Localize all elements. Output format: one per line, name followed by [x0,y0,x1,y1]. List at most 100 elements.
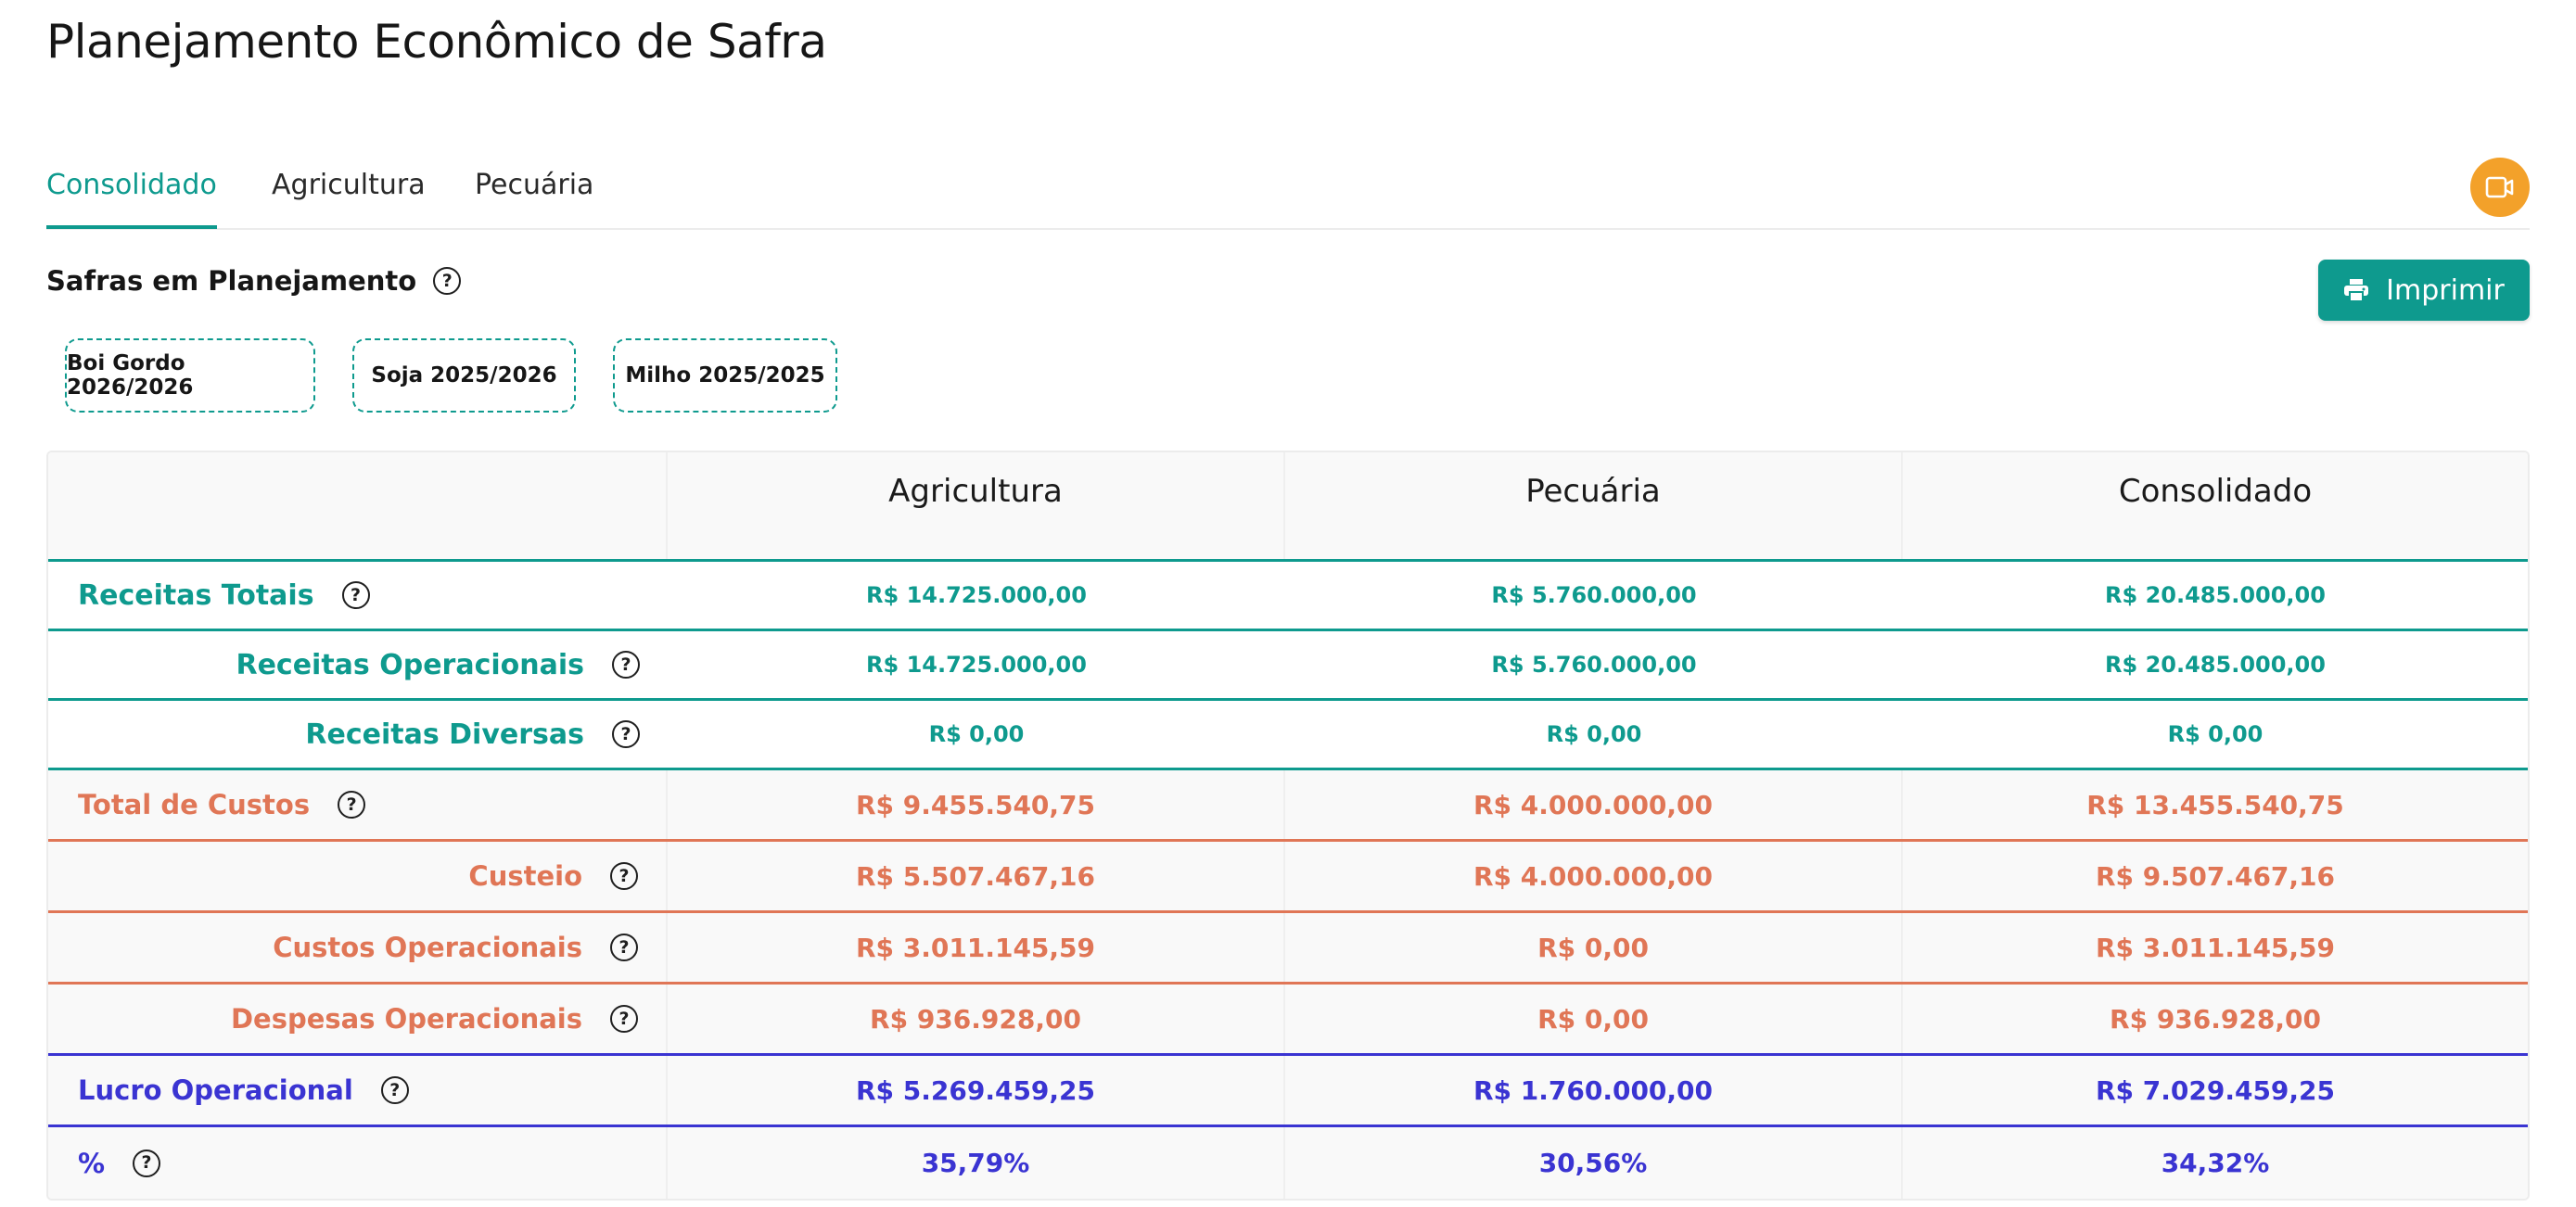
value-cell: 30,56% [1285,1127,1903,1199]
row-label-cell: Custos Operacionais? [48,913,668,982]
row-label-text: Receitas Diversas [305,718,584,751]
row-label-text: Receitas Totais [78,578,314,612]
row-label-text: % [78,1147,106,1179]
value-cell: R$ 9.455.540,75 [668,770,1285,839]
chip-soja[interactable]: Soja 2025/2026 [352,338,576,413]
chip-boi-gordo[interactable]: Boi Gordo 2026/2026 [65,338,315,413]
value-cell: R$ 0,00 [1903,701,2528,768]
value-text: R$ 3.011.145,59 [855,932,1096,963]
help-icon[interactable]: ? [612,720,640,748]
value-cell: R$ 14.725.000,00 [668,631,1285,698]
row-label: Receitas Operacionais? [48,649,668,681]
value-cell: R$ 20.485.000,00 [1903,631,2528,698]
value-text: R$ 4.000.000,00 [1473,789,1714,820]
value-text: R$ 14.725.000,00 [866,652,1087,678]
value-cell: R$ 5.269.459,25 [668,1056,1285,1124]
value-cell: R$ 0,00 [1285,701,1903,768]
row-label: Despesas Operacionais? [48,1003,666,1035]
row-label-cell: Total de Custos? [48,770,668,839]
table-row: Custeio? R$ 5.507.467,16 R$ 4.000.000,00… [48,842,2528,913]
value-cell: R$ 7.029.459,25 [1903,1056,2528,1124]
row-label-cell: Custeio? [48,842,668,910]
value-text: R$ 5.760.000,00 [1491,652,1697,678]
row-label: Custeio? [48,860,666,892]
table-row: %? 35,79% 30,56% 34,32% [48,1127,2528,1199]
section-title: Safras em Planejamento ? [46,265,462,297]
value-text: R$ 3.011.145,59 [2095,932,2336,963]
value-text: R$ 4.000.000,00 [1473,860,1714,892]
value-text: R$ 936.928,00 [870,1003,1081,1035]
value-text: R$ 5.760.000,00 [1491,582,1697,608]
help-icon[interactable]: ? [338,791,366,819]
row-label-cell: %? [48,1127,668,1199]
row-label-cell: Lucro Operacional? [48,1056,668,1124]
print-button[interactable]: Imprimir [2318,260,2530,321]
help-icon[interactable]: ? [610,1005,638,1033]
value-cell: R$ 0,00 [1285,985,1903,1053]
value-text: R$ 9.455.540,75 [855,789,1096,820]
value-cell: R$ 14.725.000,00 [668,562,1285,629]
video-camera-icon [2485,176,2514,198]
value-cell: R$ 20.485.000,00 [1903,562,2528,629]
help-icon[interactable]: ? [133,1149,161,1177]
value-text: R$ 0,00 [1537,932,1649,963]
help-icon[interactable]: ? [610,934,638,961]
value-cell: R$ 1.760.000,00 [1285,1056,1903,1124]
row-label: Receitas Totais? [48,579,668,612]
value-cell: R$ 5.760.000,00 [1285,562,1903,629]
help-icon[interactable]: ? [610,862,638,890]
tab-bar: Consolidado Agricultura Pecuária [46,158,2530,230]
value-cell: R$ 936.928,00 [668,985,1285,1053]
header-cell-empty [48,452,668,559]
row-label: Lucro Operacional? [48,1074,666,1106]
tab-consolidado[interactable]: Consolidado [46,169,217,229]
value-cell: R$ 5.760.000,00 [1285,631,1903,698]
value-cell: 34,32% [1903,1127,2528,1199]
value-text: R$ 9.507.467,16 [2095,860,2336,892]
value-cell: 35,79% [668,1127,1285,1199]
value-text: 30,56% [1538,1148,1648,1178]
value-text: R$ 7.029.459,25 [2095,1074,2336,1106]
table-row: Receitas Totais? R$ 14.725.000,00 R$ 5.7… [48,562,2528,631]
value-text: R$ 14.725.000,00 [866,582,1087,608]
row-label: Custos Operacionais? [48,932,666,963]
row-label-text: Custos Operacionais [273,932,582,963]
video-button[interactable] [2470,158,2530,217]
help-icon[interactable]: ? [612,651,640,679]
value-text: R$ 20.485.000,00 [2105,582,2326,608]
value-text: R$ 13.455.540,75 [2086,789,2344,820]
row-label-text: Despesas Operacionais [230,1003,582,1035]
table-row: Receitas Operacionais? R$ 14.725.000,00 … [48,631,2528,701]
value-text: R$ 936.928,00 [2110,1003,2321,1035]
value-cell: R$ 5.507.467,16 [668,842,1285,910]
value-cell: R$ 13.455.540,75 [1903,770,2528,839]
value-text: 34,32% [2161,1148,2270,1178]
row-label: Receitas Diversas? [48,718,668,751]
row-label-text: Custeio [468,860,582,892]
help-icon[interactable]: ? [341,581,370,609]
row-label-cell: Despesas Operacionais? [48,985,668,1053]
help-icon[interactable]: ? [433,267,462,295]
header-cell-consolidado: Consolidado [2118,473,2313,510]
chip-milho[interactable]: Milho 2025/2025 [613,338,837,413]
printer-icon [2344,279,2369,302]
page-title: Planejamento Econômico de Safra [46,15,827,69]
row-label-text: Lucro Operacional [78,1074,353,1106]
value-text: R$ 1.760.000,00 [1473,1074,1714,1106]
value-cell: R$ 9.507.467,16 [1903,842,2528,910]
table-row: Custos Operacionais? R$ 3.011.145,59 R$ … [48,913,2528,985]
table-row: Despesas Operacionais? R$ 936.928,00 R$ … [48,985,2528,1056]
header-cell-agricultura: Agricultura [668,452,1285,559]
tab-agricultura[interactable]: Agricultura [272,169,426,201]
value-text: R$ 5.269.459,25 [855,1074,1096,1106]
value-cell: R$ 936.928,00 [1903,985,2528,1053]
value-text: R$ 0,00 [928,721,1025,747]
value-text: R$ 0,00 [1546,721,1642,747]
value-cell: R$ 4.000.000,00 [1285,842,1903,910]
header-cell-pecuaria: Pecuária [1285,452,1903,559]
row-label-cell: Receitas Totais? [48,562,668,629]
row-label: Total de Custos? [48,789,666,820]
help-icon[interactable]: ? [380,1076,409,1104]
tab-pecuaria[interactable]: Pecuária [475,169,594,201]
table-row: Receitas Diversas? R$ 0,00 R$ 0,00 R$ 0,… [48,701,2528,770]
